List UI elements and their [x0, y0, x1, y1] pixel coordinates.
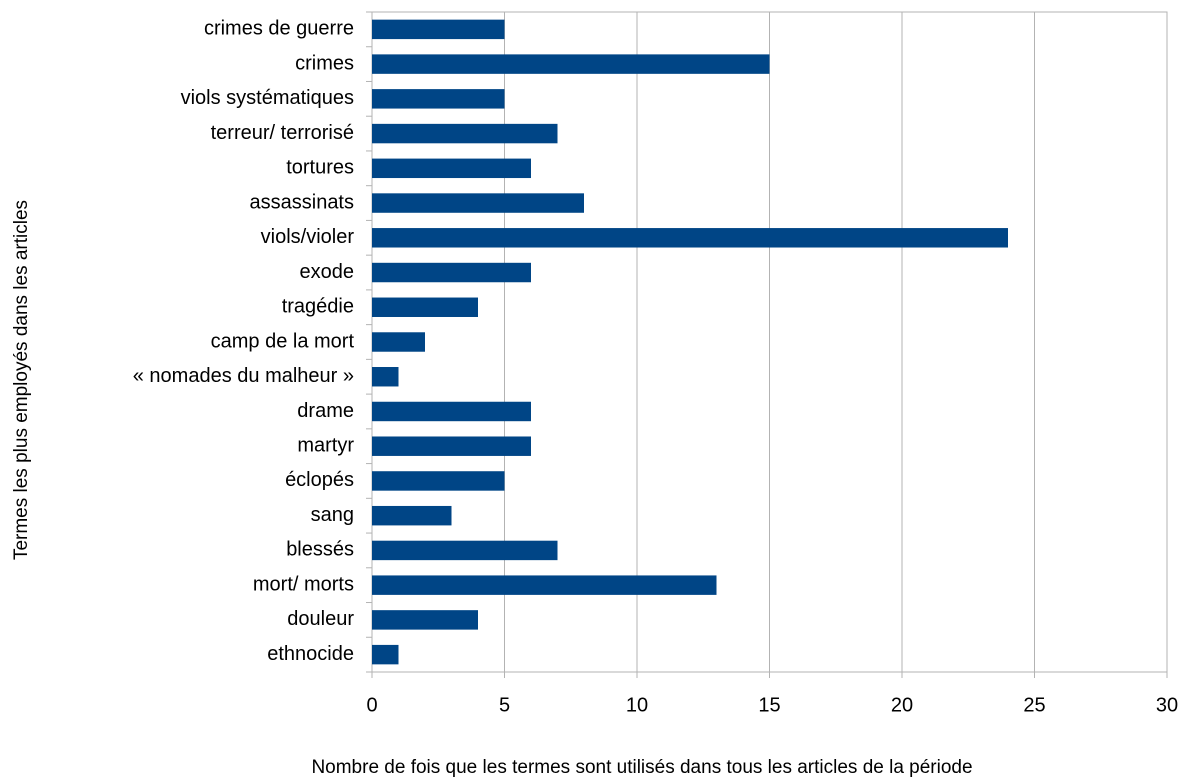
- y-tick-label: assassinats: [250, 191, 355, 213]
- bar: [372, 332, 425, 352]
- y-tick-label: terreur/ terrorisé: [211, 122, 354, 144]
- x-tick-label: 10: [626, 694, 648, 716]
- y-tick-label: camp de la mort: [211, 330, 355, 352]
- y-tick-label: viols systématiques: [181, 87, 354, 109]
- y-tick-label: viols/violer: [261, 226, 355, 248]
- y-tick-label: éclopés: [285, 469, 354, 491]
- x-tick-label: 30: [1156, 694, 1178, 716]
- y-tick-label: drame: [297, 400, 354, 422]
- y-tick-label: douleur: [287, 608, 354, 630]
- bar: [372, 228, 1008, 248]
- x-tick-label: 5: [499, 694, 510, 716]
- bar: [372, 193, 584, 213]
- bar: [372, 89, 505, 109]
- y-tick-label: « nomades du malheur »: [133, 365, 354, 387]
- y-tick-label: exode: [300, 261, 355, 283]
- bar: [372, 644, 399, 665]
- y-tick-label: mort/ morts: [253, 573, 354, 595]
- x-tick-label: 25: [1023, 694, 1045, 716]
- y-tick-label: sang: [311, 504, 354, 526]
- y-tick-label: crimes de guerre: [204, 18, 354, 40]
- x-tick-label: 0: [366, 694, 377, 716]
- y-tick-label: blessés: [286, 539, 354, 561]
- bar: [372, 610, 478, 630]
- y-tick-label: ethnocide: [267, 643, 354, 665]
- y-tick-label: tragédie: [282, 296, 354, 318]
- x-axis-title: Nombre de fois que les termes sont utili…: [311, 757, 972, 778]
- bar: [372, 367, 399, 387]
- bar: [372, 505, 452, 526]
- y-tick-label: crimes: [295, 52, 354, 74]
- y-tick-label: tortures: [286, 157, 354, 179]
- bar: [372, 540, 558, 561]
- bar: [372, 401, 531, 422]
- bar: [372, 262, 531, 283]
- bar: [372, 54, 770, 74]
- y-axis-title: Termes les plus employés dans les articl…: [11, 200, 32, 560]
- bar: [372, 19, 505, 40]
- bar: [372, 158, 531, 179]
- bar: [372, 471, 505, 491]
- bar: [372, 575, 717, 595]
- bar: [372, 436, 531, 456]
- bar: [372, 297, 478, 317]
- x-tick-label: 15: [758, 694, 780, 716]
- x-tick-label: 20: [891, 694, 913, 716]
- bar: [372, 123, 558, 144]
- y-tick-label: martyr: [297, 434, 354, 456]
